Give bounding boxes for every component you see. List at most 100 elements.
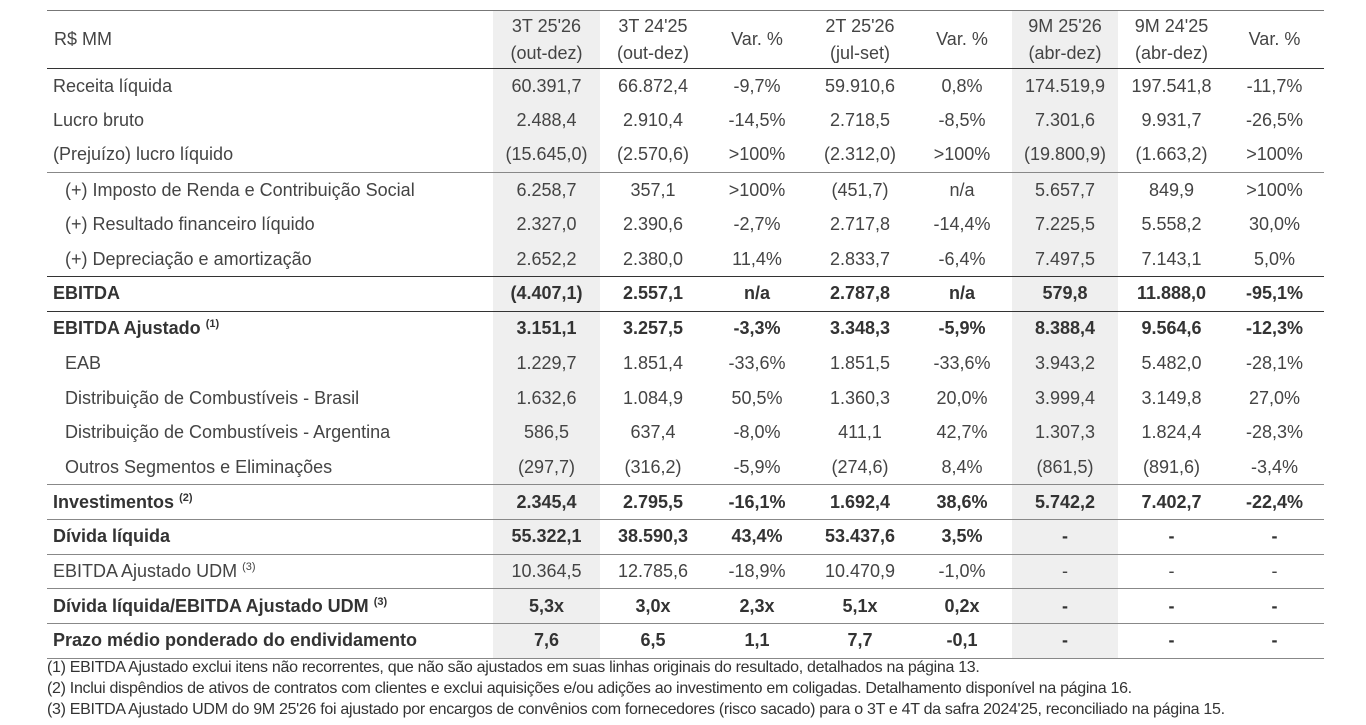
- value-cell: 66.872,4: [617, 75, 689, 96]
- value-cell: 579,8: [1012, 276, 1118, 312]
- value-cell: n/a: [706, 276, 808, 312]
- column-period: (abr-dez): [1134, 42, 1209, 63]
- value-cell: -14,4%: [933, 214, 991, 235]
- row-label: Receita líquida: [53, 75, 173, 96]
- value-cell: 1.824,4: [1141, 422, 1202, 443]
- value-cell: (1.663,2): [1135, 144, 1208, 165]
- row-label: Lucro bruto: [53, 110, 145, 131]
- financial-table: R$ MM 3T 25'26 (out-dez) 3T 24'25 (out-dez)…: [47, 10, 1324, 659]
- row-label-cell: Dívida líquida: [47, 518, 493, 555]
- value-cell: -26,5%: [1245, 110, 1304, 131]
- value-cell: (297,7): [493, 450, 600, 485]
- table-row: Distribuição de Combustíveis - Brasil 1.6…: [47, 380, 1324, 416]
- value-cell: 7.225,5: [1012, 207, 1118, 242]
- table-row: (+) Depreciação e amortização 2.652,2 2.38…: [47, 241, 1324, 277]
- value-cell: 2.787,8: [808, 276, 912, 312]
- value-cell: -3,4%: [1250, 456, 1299, 477]
- row-label-cell: EBITDA Ajustado UDM (3): [47, 553, 493, 589]
- value-cell: 8,4%: [941, 456, 983, 477]
- table-row: Dívida líquida/EBITDA Ajustado UDM (3) 5,…: [47, 588, 1324, 624]
- row-label: Prazo médio ponderado do endividamento: [53, 630, 418, 651]
- value-cell: 1.851,4: [622, 352, 684, 373]
- value-cell: 11,4%: [732, 248, 782, 269]
- value-cell: >100%: [1246, 144, 1303, 165]
- table-header: R$ MM 3T 25'26 (out-dez) 3T 24'25 (out-dez)…: [47, 10, 1324, 69]
- row-label-cell: (Prejuízo) lucro líquido: [47, 138, 493, 173]
- value-cell: -: [1012, 553, 1118, 589]
- column-period: (out-dez): [510, 42, 583, 63]
- table-body: Receita líquida 60.391,7 66.872,4 -9,7% 59.9…: [47, 68, 1324, 659]
- value-cell: 2.380,0: [622, 248, 684, 269]
- column-period: (out-dez): [616, 42, 690, 63]
- footnote: (3) EBITDA Ajustado UDM do 9M 25'26 foi …: [47, 701, 1225, 718]
- value-cell: 27,0%: [1248, 387, 1301, 408]
- table-row: Investimentos (2) 2.345,4 2.795,5 -16,1% 1.6…: [47, 484, 1324, 520]
- value-cell: 2.652,2: [493, 241, 600, 277]
- table-row: Dívida líquida 55.322,1 38.590,3 43,4% 53.43…: [47, 518, 1324, 555]
- value-cell: -11,7%: [1246, 75, 1303, 96]
- row-label: (+) Resultado financeiro líquido: [65, 214, 315, 235]
- row-label: Distribuição de Combustíveis - Brasil: [65, 387, 360, 408]
- column-header: 2T 25'26 (jul-set): [808, 10, 912, 69]
- column-title: 3T 24'25: [618, 15, 688, 36]
- column-header: Var. %: [706, 10, 808, 69]
- column-header: 9M 24'25 (abr-dez): [1118, 10, 1225, 69]
- value-cell: -16,1%: [706, 484, 808, 520]
- value-cell: 2.345,4: [493, 484, 600, 520]
- table-row: Prazo médio ponderado do endividamento 7,…: [47, 623, 1324, 659]
- column-header: Var. %: [912, 10, 1012, 69]
- value-cell: 3.943,2: [1012, 346, 1118, 381]
- value-cell: >100%: [933, 144, 991, 165]
- table-row: EBITDA Ajustado (1) 3.151,1 3.257,5 -3,3% 3.…: [47, 310, 1324, 346]
- row-label-cell: EAB: [47, 346, 493, 381]
- value-cell: 5.558,2: [1141, 214, 1202, 235]
- value-cell: 1.229,7: [493, 346, 600, 381]
- value-cell: 50,5%: [731, 387, 783, 408]
- value-cell: 357,1: [600, 172, 706, 208]
- value-cell: -95,1%: [1225, 276, 1324, 312]
- row-label-cell: Outros Segmentos e Eliminações: [47, 450, 493, 485]
- value-cell: 2.910,4: [622, 110, 684, 131]
- value-cell: -22,4%: [1225, 484, 1324, 520]
- value-cell: -8,5%: [938, 110, 986, 131]
- value-cell: 3.151,1: [493, 310, 600, 346]
- column-title: Var. %: [731, 29, 783, 49]
- value-cell: 5,1x: [808, 588, 912, 624]
- value-cell: 2,3x: [706, 588, 808, 624]
- footnote: (1) EBITDA Ajustado exclui itens não rec…: [47, 659, 980, 676]
- table-row: Distribuição de Combustíveis - Argentina…: [47, 415, 1324, 451]
- row-label-cell: Distribuição de Combustíveis - Brasil: [47, 381, 493, 416]
- column-title: Var. %: [936, 29, 988, 49]
- value-cell: 2.795,5: [600, 484, 706, 520]
- value-cell: 174.519,9: [1012, 68, 1118, 104]
- value-cell: 12.785,6: [600, 553, 706, 589]
- value-cell: (4.407,1): [493, 276, 600, 312]
- value-cell: (2.312,0): [823, 144, 897, 165]
- value-cell: 38.590,3: [600, 518, 706, 555]
- value-cell: -0,1: [912, 623, 1012, 659]
- row-label-cell: Lucro bruto: [47, 103, 493, 138]
- value-cell: 1.632,6: [493, 380, 600, 416]
- row-label: (Prejuízo) lucro líquido: [53, 144, 234, 165]
- value-cell: 5,0%: [1253, 248, 1296, 269]
- row-label-cell: Prazo médio ponderado do endividamento: [47, 623, 493, 659]
- value-cell: (15.645,0): [493, 137, 600, 173]
- column-title: 2T 25'26: [825, 15, 895, 36]
- value-cell: -: [1118, 588, 1225, 624]
- value-cell: >100%: [706, 172, 808, 208]
- value-cell: -: [1225, 553, 1324, 589]
- table-row: (+) Imposto de Renda e Contribuição Soci…: [47, 172, 1324, 208]
- row-label-cell: (+) Imposto de Renda e Contribuição Soci…: [47, 172, 493, 208]
- table-row: Lucro bruto 2.488,4 2.910,4 -14,5% 2.718,5 -8…: [47, 103, 1324, 138]
- value-cell: 2.327,0: [493, 207, 600, 242]
- column-title: 3T 25'26: [511, 15, 582, 36]
- value-cell: (891,6): [1142, 456, 1201, 477]
- row-label: (+) Depreciação e amortização: [65, 248, 312, 269]
- column-period: (jul-set): [829, 42, 890, 63]
- value-cell: 10.364,5: [493, 553, 600, 589]
- footnote: (2) Inclui dispêndios de ativos de contr…: [47, 680, 1132, 697]
- row-label: EAB: [65, 352, 102, 373]
- value-cell: 3.149,8: [1141, 387, 1202, 408]
- value-cell: -: [1118, 553, 1225, 589]
- value-cell: -: [1225, 588, 1324, 624]
